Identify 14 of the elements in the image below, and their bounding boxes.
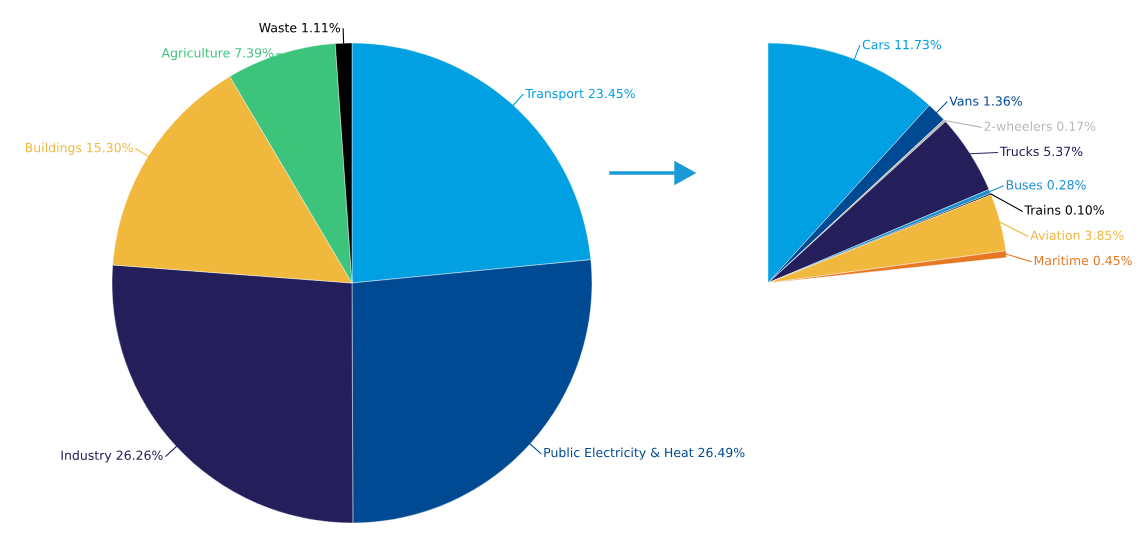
- slice-label: Buildings 15.30%: [25, 142, 133, 155]
- slice-label: 2-wheelers 0.17%: [984, 121, 1096, 131]
- slice-label: Vans 1.36%: [949, 96, 1022, 106]
- slice-label: Industry 26.26%: [61, 450, 163, 463]
- slice-label: Trains 0.10%: [1024, 205, 1104, 215]
- slice-label: Waste 1.11%: [259, 22, 341, 33]
- slice-label: Transport 23.45%: [525, 88, 635, 101]
- slice-label: Cars 11.73%: [862, 39, 942, 50]
- slice-label: Trucks 5.37%: [999, 146, 1083, 157]
- slice-label: Aviation 3.85%: [1030, 230, 1124, 240]
- slice-label: Buses 0.28%: [1006, 180, 1086, 190]
- slice-label: Public Electricity & Heat 26.49%: [544, 447, 745, 460]
- slice-label: Maritime 0.45%: [1034, 255, 1132, 266]
- slice-label: Agriculture 7.39%: [161, 47, 274, 60]
